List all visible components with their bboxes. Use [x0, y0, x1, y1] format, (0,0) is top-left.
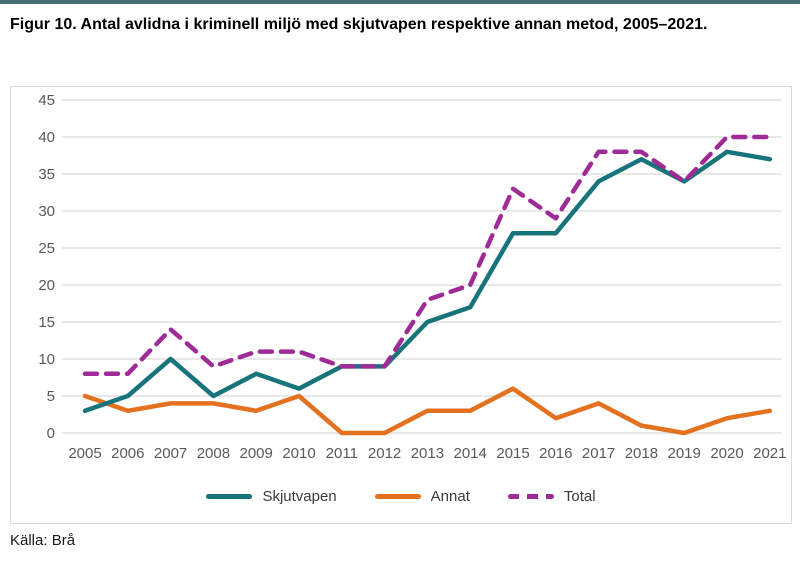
legend-item-total: Total [507, 488, 596, 505]
x-tick-label: 2021 [753, 445, 786, 462]
chart-frame: 0 5 10 15 20 25 30 35 40 45 2005 2006 2007 2008 2009 20… [10, 86, 792, 524]
legend-label-skjutvapen: Skjutvapen [262, 488, 337, 505]
source-text: Källa: Brå [10, 532, 76, 549]
y-tick-label: 40 [38, 129, 55, 146]
legend-label-annat: Annat [430, 488, 470, 505]
y-tick-label: 30 [38, 203, 55, 220]
y-tick-label: 20 [38, 277, 55, 294]
y-tick-label: 10 [38, 351, 55, 368]
x-tick-label: 2019 [668, 445, 701, 462]
x-tick-label: 2005 [68, 445, 101, 462]
x-tick-label: 2009 [240, 445, 273, 462]
y-tick-label: 25 [38, 240, 55, 257]
x-tick-label: 2010 [282, 445, 315, 462]
x-tick-label: 2006 [111, 445, 144, 462]
x-tick-label: 2016 [539, 445, 572, 462]
x-tick-label: 2015 [496, 445, 529, 462]
series-line-annat [82, 386, 773, 436]
y-tick-label: 0 [47, 425, 55, 442]
chart-svg: 0 5 10 15 20 25 30 35 40 45 2005 2006 2007 2008 2009 20… [38, 92, 786, 462]
x-tick-label: 2008 [197, 445, 230, 462]
x-tick-label: 2007 [154, 445, 187, 462]
x-tick-label: 2018 [625, 445, 658, 462]
series-line-total [82, 134, 773, 377]
legend-swatch-total [507, 494, 554, 499]
y-tick-label: 45 [38, 92, 55, 109]
legend-item-annat: Annat [374, 488, 470, 505]
x-tick-label: 2014 [454, 445, 487, 462]
chart-legend: Skjutvapen Annat Total [11, 488, 791, 505]
top-accent-bar [0, 0, 800, 4]
x-tick-label: 2011 [326, 445, 358, 462]
legend-swatch-skjutvapen [206, 494, 253, 499]
y-tick-label: 15 [38, 314, 55, 331]
x-tick-label: 2017 [582, 445, 615, 462]
legend-label-total: Total [563, 488, 596, 505]
page-title: Figur 10. Antal avlidna i kriminell milj… [10, 16, 708, 33]
series-line-skjutvapen [82, 149, 773, 414]
x-tick-label: 2013 [411, 445, 444, 462]
y-tick-label: 5 [47, 388, 55, 405]
legend-swatch-annat [374, 494, 421, 499]
x-tick-label: 2012 [368, 445, 401, 462]
legend-item-skjutvapen: Skjutvapen [206, 488, 337, 505]
y-tick-label: 35 [38, 166, 55, 183]
x-tick-label: 2020 [710, 445, 743, 462]
